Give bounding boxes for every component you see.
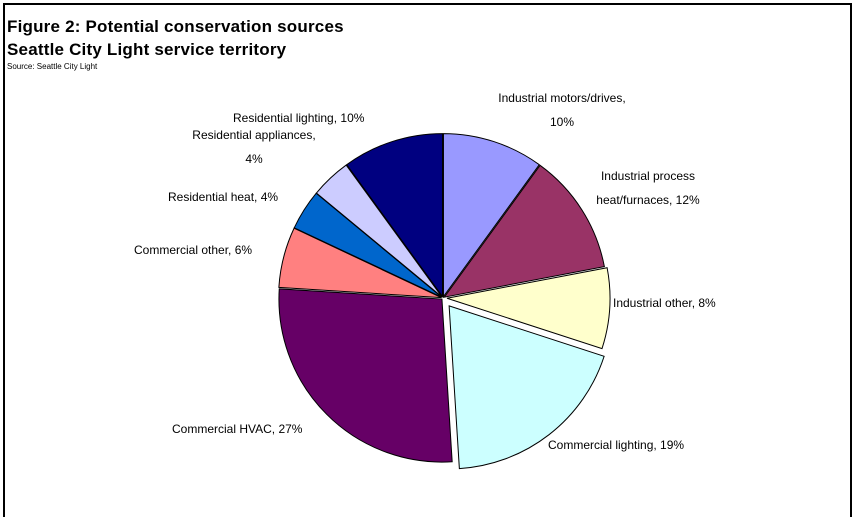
pie-slice xyxy=(446,267,611,350)
pie-slice xyxy=(278,288,453,463)
chart-source: Source: Seattle City Light xyxy=(7,62,98,71)
pie-slice xyxy=(443,164,605,298)
slice-label: Residential appliances, 4% xyxy=(192,128,315,166)
slice-label: Commercial other, 6% xyxy=(134,243,252,257)
slice-label: Commercial HVAC, 27% xyxy=(172,422,303,436)
chart-frame xyxy=(3,3,852,517)
pie-slice xyxy=(315,164,443,298)
chart-title: Figure 2: Potential conservation sources xyxy=(7,17,344,36)
pie-slice xyxy=(278,227,442,299)
slice-label: Commercial lighting, 19% xyxy=(548,438,684,452)
slice-label: Industrial process heat/furnaces, 12% xyxy=(596,169,700,207)
pie-slice xyxy=(442,133,540,299)
slice-label: Industrial motors/drives, 10% xyxy=(498,91,625,129)
pie-slice xyxy=(346,133,444,299)
slice-label: Residential heat, 4% xyxy=(168,190,278,204)
slice-label: Industrial other, 8% xyxy=(613,296,716,310)
pie-slice xyxy=(448,305,605,470)
slice-label: Residential lighting, 10% xyxy=(233,111,365,125)
chart-subtitle: Seattle City Light service territory xyxy=(7,40,287,59)
